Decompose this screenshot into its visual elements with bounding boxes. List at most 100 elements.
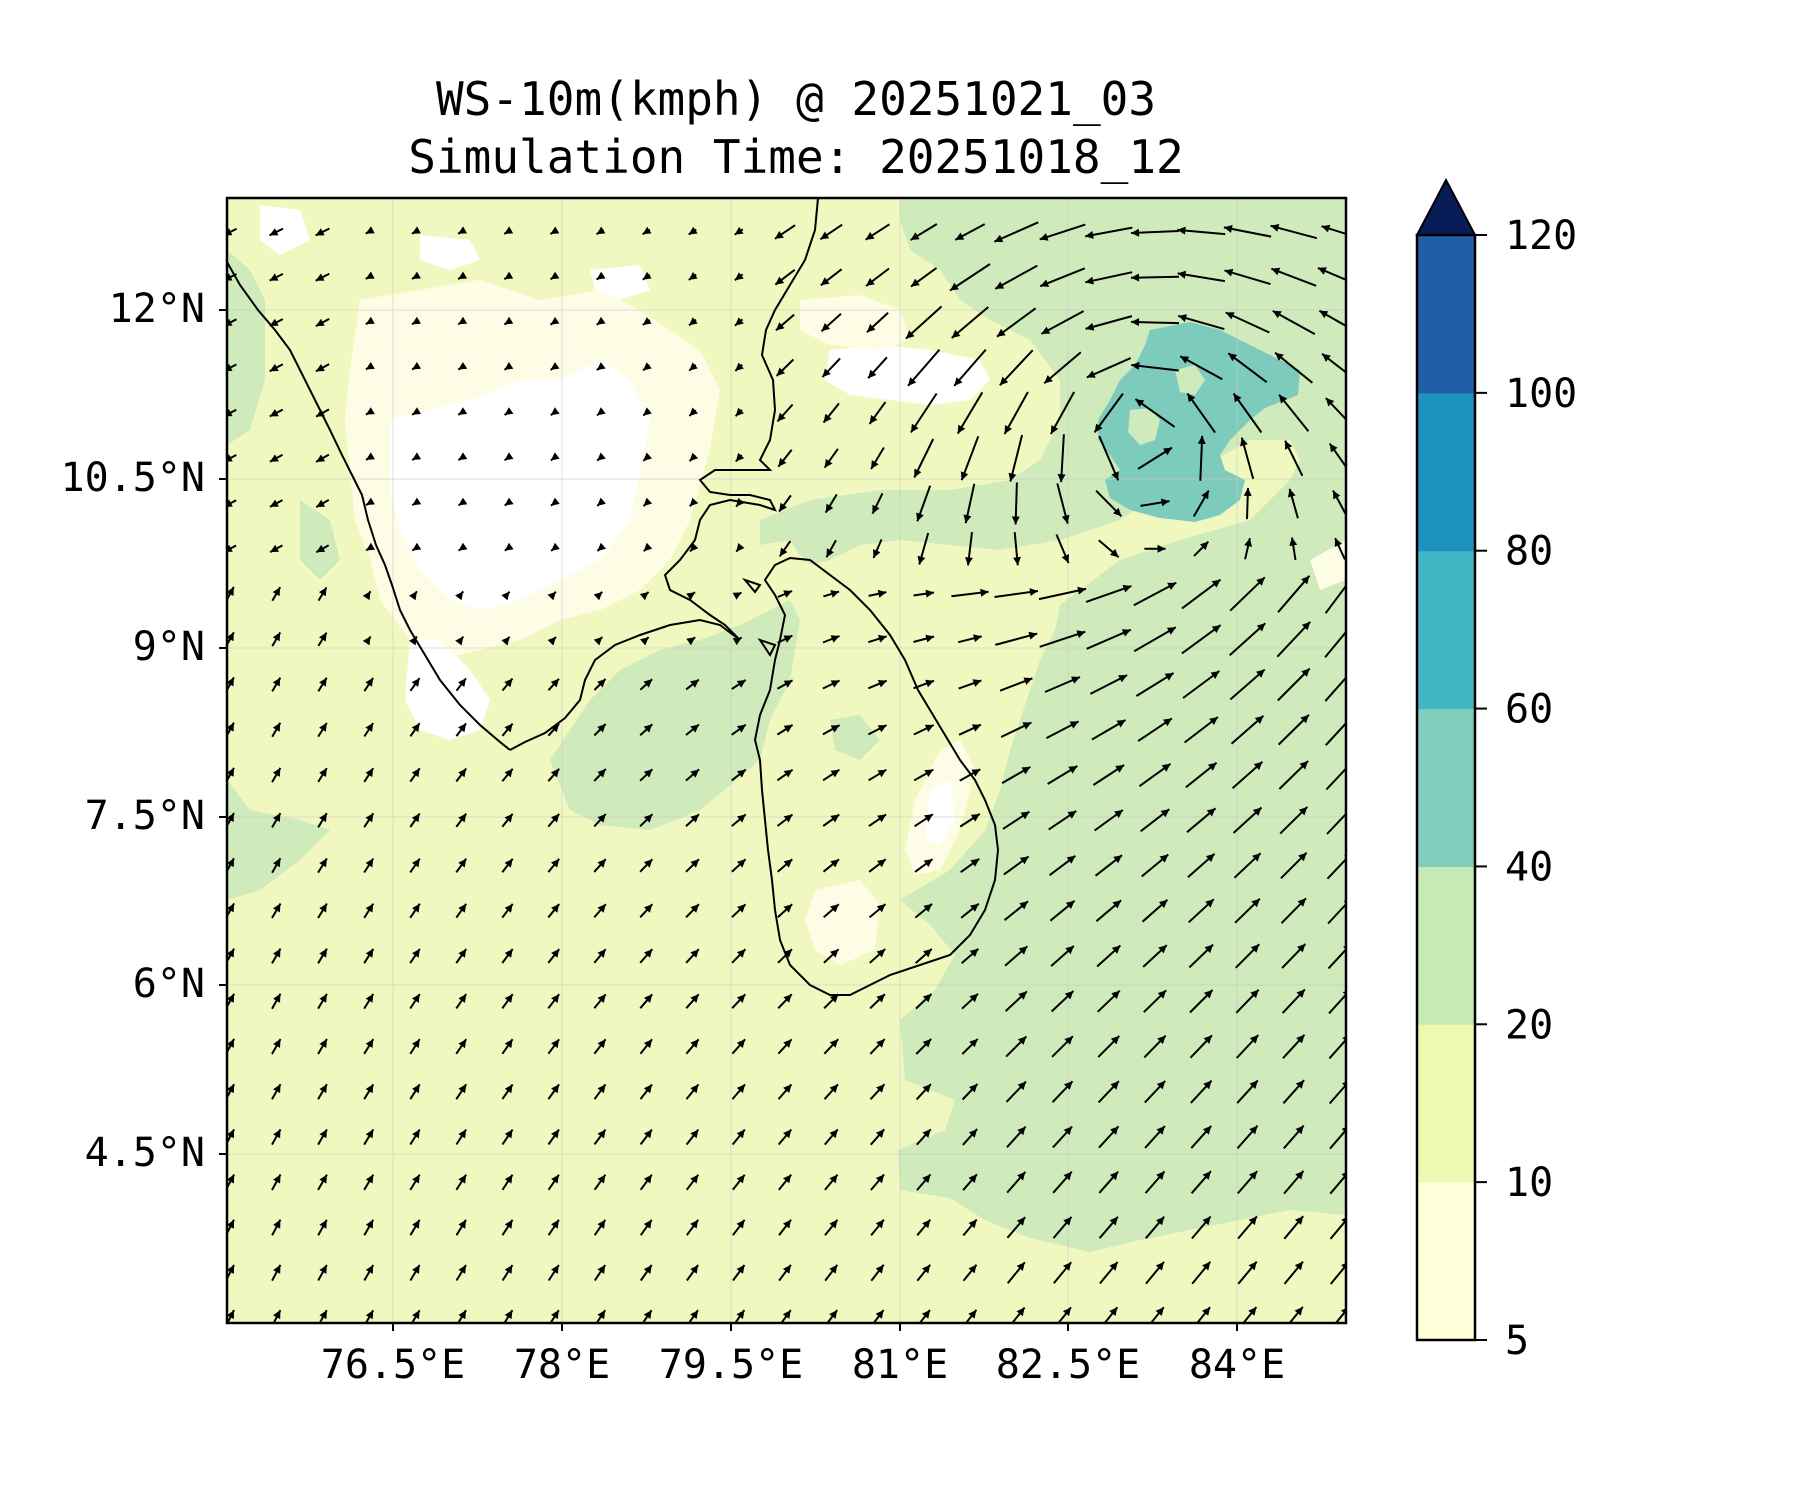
wind-arrow-head xyxy=(1019,856,1029,865)
wind-arrow-head xyxy=(1122,584,1132,593)
wind-arrow-head xyxy=(551,813,560,823)
wind-arrow-head xyxy=(1064,1081,1073,1090)
wind-arrow-head xyxy=(1110,1126,1119,1135)
wind-arrow-head xyxy=(690,1265,699,1274)
sri-lanka-coast xyxy=(753,556,1000,996)
wind-arrow-head xyxy=(969,1084,978,1093)
wind-arrow-head xyxy=(1156,1080,1166,1090)
wind-arrow-head xyxy=(550,226,560,234)
wind-arrow-head xyxy=(596,271,606,280)
wind-arrow-head xyxy=(1131,228,1140,237)
wind-arrow-head xyxy=(1017,1171,1026,1181)
wind-arrow-head xyxy=(272,587,281,597)
lat-tick-label: 7.5°N xyxy=(85,793,205,839)
wind-arrow-head xyxy=(458,678,466,688)
wind-arrow-head xyxy=(688,226,698,235)
wind-arrow xyxy=(1177,272,1226,283)
wind-arrow-head xyxy=(1202,1261,1211,1271)
colorbar-tick-label: 80 xyxy=(1505,529,1553,575)
wind-arrow-head xyxy=(1157,544,1166,553)
wind-arrow xyxy=(1043,351,1082,385)
wind-arrow-head xyxy=(824,458,833,468)
wind-arrow-head xyxy=(1020,811,1030,820)
wind-arrow-head xyxy=(689,362,698,371)
wind-arrow-head xyxy=(1249,1125,1258,1135)
wind-arrow-head xyxy=(227,767,234,777)
wind-arrow-head xyxy=(458,768,467,778)
wind-arrow-head xyxy=(1325,398,1335,407)
wind-arrow-head xyxy=(365,948,374,958)
india-west-coast xyxy=(227,261,511,751)
wind-arrow-head xyxy=(690,1129,699,1139)
wind-arrow-head xyxy=(922,993,932,1003)
wind-arrow-head xyxy=(504,226,514,234)
wind-arrow-head xyxy=(736,1219,745,1229)
wind-arrow-head xyxy=(1187,393,1196,403)
wind-arrow-head xyxy=(272,677,281,687)
wind-arrow-head xyxy=(957,424,966,434)
wind-arrow xyxy=(1329,1263,1346,1285)
wind-arrow-head xyxy=(869,415,878,424)
wind-arrow-head xyxy=(319,1129,327,1139)
wind-arrow-head xyxy=(1225,312,1235,320)
wind-arrow-head xyxy=(597,1129,606,1139)
wind-arrow-head xyxy=(273,1084,281,1094)
wind-arrow-head xyxy=(597,769,606,778)
colorbar-tick-label: 20 xyxy=(1505,1002,1553,1048)
lon-tick-label: 78°E xyxy=(514,1342,610,1388)
wind-arrow-head xyxy=(955,232,965,240)
wind-arrow xyxy=(951,306,989,339)
wind-arrow-head xyxy=(227,903,235,913)
wind-arrow-head xyxy=(994,234,1004,243)
wind-arrow-head xyxy=(227,632,234,642)
wind-arrow-head xyxy=(644,904,653,913)
wind-arrow-head xyxy=(1202,1171,1211,1180)
wind-arrow-head xyxy=(916,512,924,522)
wind-arrow-head xyxy=(362,591,371,601)
wind-arrow-head xyxy=(737,814,746,823)
wind-arrow-head xyxy=(690,724,699,733)
wind-arrow-head xyxy=(826,548,834,558)
wind-arrow-head xyxy=(969,993,978,1003)
wind-arrow-head xyxy=(1223,225,1233,233)
wind-arrow xyxy=(1324,676,1346,702)
wind-arrow-head xyxy=(597,1039,606,1049)
wind-arrow-head xyxy=(319,1219,327,1229)
wind-arrow-head xyxy=(1256,577,1265,586)
wind-arrow-head xyxy=(504,1310,513,1320)
wind-arrow-head xyxy=(1156,1216,1165,1226)
wind-arrow-head xyxy=(688,272,698,280)
wind-arrow xyxy=(1274,351,1314,384)
wind-arrow-head xyxy=(1298,806,1308,816)
wind-arrow xyxy=(1086,357,1132,379)
wind-arrow-head xyxy=(551,497,560,506)
wind-arrow xyxy=(1276,621,1311,658)
wind-arrow-head xyxy=(1017,1036,1027,1045)
wind-arrow-head xyxy=(644,949,653,958)
wind-arrow-head xyxy=(908,377,917,386)
wind-arrow-head xyxy=(319,587,327,597)
wind-arrow-head xyxy=(877,680,887,688)
wind-arrow-head xyxy=(504,452,514,461)
wind-arrow-head xyxy=(551,1265,559,1274)
wind-arrow xyxy=(1329,1128,1346,1150)
wind-arrow-head xyxy=(593,637,603,646)
wind-arrow-head xyxy=(1159,854,1169,863)
wind-arrow-head xyxy=(227,409,233,417)
colorbar-band xyxy=(1417,392,1475,552)
wind-arrow-head xyxy=(504,949,513,958)
wind-arrow-head xyxy=(1121,629,1131,637)
wind-arrow xyxy=(1232,392,1263,434)
wind-arrow-head xyxy=(783,724,793,733)
wind-arrow-head xyxy=(999,376,1009,386)
wind-arrow-head xyxy=(782,1310,791,1319)
wind-arrow-head xyxy=(273,903,281,913)
wind-arrow-head xyxy=(736,1084,745,1094)
wind-arrow-head xyxy=(227,993,235,1003)
wind-arrow-head xyxy=(412,497,422,506)
wind-arrow-head xyxy=(504,1219,513,1229)
wind-arrow-head xyxy=(643,859,653,868)
wind-arrow xyxy=(1131,364,1179,372)
wind-arrow-head xyxy=(783,814,793,823)
wind-arrow-head xyxy=(643,1310,652,1319)
